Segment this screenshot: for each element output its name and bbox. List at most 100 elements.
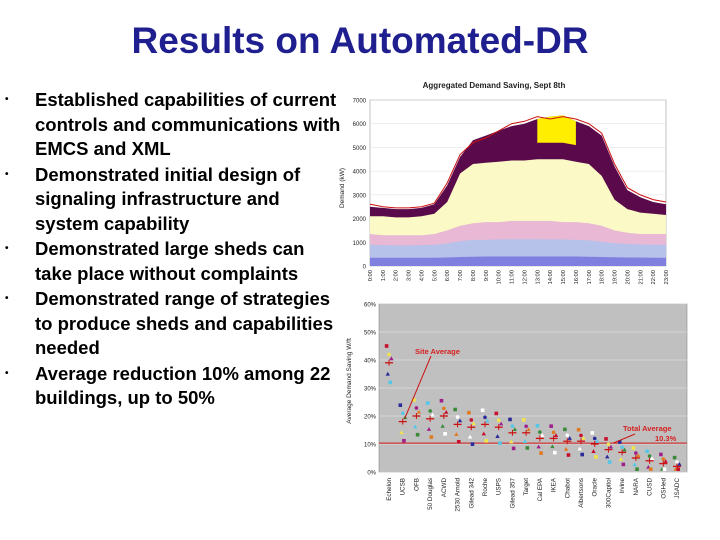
scatter-test-marker xyxy=(498,421,504,426)
scatter-test-marker xyxy=(467,410,471,415)
scatter-chart-plot xyxy=(378,303,688,473)
scatter-chart-annotations: Site Average Total Average 10.3% xyxy=(415,347,677,443)
scatter-test-marker xyxy=(429,435,434,439)
scatter-test-marker xyxy=(402,438,406,443)
scatter-test-marker xyxy=(509,439,514,444)
scatter-test-marker xyxy=(662,467,667,471)
area-x-tick-label: 0:00 xyxy=(368,270,374,281)
scatter-test-marker xyxy=(635,467,639,471)
scatter-test-marker xyxy=(661,457,666,461)
scatter-test-marker xyxy=(645,449,649,454)
scatter-test-marker xyxy=(648,467,653,471)
total-average-pointer xyxy=(612,433,636,444)
scatter-chart-ylabel: Average Demand Saving W/ft xyxy=(346,338,353,424)
scatter-x-tick-label: Target xyxy=(523,478,530,496)
scatter-test-marker xyxy=(607,460,612,464)
scatter-test-marker xyxy=(620,445,624,450)
scatter-x-tick-label: Roche xyxy=(482,478,489,497)
scatter-test-marker xyxy=(552,450,557,455)
scatter-test-marker xyxy=(540,433,545,437)
scatter-test-marker xyxy=(608,444,614,449)
scatter-test-marker xyxy=(631,446,636,450)
area-y-tick-label: 3000 xyxy=(353,193,367,199)
bullet-text: Demonstrated range of strategies to prod… xyxy=(35,288,334,358)
scatter-test-marker xyxy=(456,439,461,444)
scatter-x-tick-label: UCSB xyxy=(400,478,407,496)
scatter-x-tick-label: Irvine xyxy=(619,478,626,494)
bullet-text: Established capabilities of current cont… xyxy=(35,89,341,159)
scatter-x-tick-label: OSHed xyxy=(660,478,667,499)
scatter-test-marker xyxy=(649,456,655,461)
scatter-test-marker xyxy=(430,412,435,417)
scatter-test-marker xyxy=(592,436,597,441)
scatter-test-marker xyxy=(535,424,540,428)
area-x-tick-label: 1:00 xyxy=(381,270,387,281)
scatter-test-marker xyxy=(604,437,608,441)
scatter-test-marker xyxy=(550,444,555,449)
scatter-y-tick-label: 20% xyxy=(364,415,377,421)
area-y-tick-label: 4000 xyxy=(353,170,367,176)
scatter-test-marker xyxy=(576,427,581,432)
area-series-band-4 xyxy=(370,256,666,266)
bullet-item: • Established capabilities of current con… xyxy=(0,88,345,162)
scatter-test-marker xyxy=(632,462,637,467)
scatter-x-tick-label: IKEA xyxy=(551,477,558,492)
scatter-y-tick-label: 10% xyxy=(364,443,377,449)
scatter-test-marker xyxy=(549,424,553,428)
scatter-test-marker xyxy=(663,459,668,463)
scatter-x-tick-label: Cal EPA xyxy=(537,477,544,501)
scatter-test-marker xyxy=(511,446,516,451)
area-x-tick-label: 15:00 xyxy=(561,270,567,285)
site-average-annotation: Site Average xyxy=(415,347,460,356)
scatter-x-tick-label: Oracle xyxy=(592,478,599,497)
scatter-test-marker xyxy=(442,406,446,411)
scatter-test-marker xyxy=(621,462,626,467)
scatter-test-marker xyxy=(551,430,556,435)
scatter-test-marker xyxy=(471,421,476,426)
scatter-test-marker xyxy=(481,431,486,436)
area-y-tick-label: 2000 xyxy=(353,217,367,223)
area-x-tick-label: 12:00 xyxy=(522,270,528,285)
area-x-tick-label: 6:00 xyxy=(445,270,451,281)
demand-saving-area-chart: Aggregated Demand Saving, Sept 8th Deman… xyxy=(339,81,670,285)
area-chart-title: Aggregated Demand Saving, Sept 8th xyxy=(423,81,566,90)
scatter-y-tick-label: 30% xyxy=(364,387,377,393)
bullet-item: • Demonstrated large sheds can take place… xyxy=(0,237,345,286)
scatter-test-marker xyxy=(400,411,405,416)
bullet-dot-icon: • xyxy=(5,367,9,379)
scatter-test-marker xyxy=(455,415,460,419)
scatter-test-marker xyxy=(553,433,559,437)
area-baseline-line xyxy=(369,116,667,209)
scatter-test-marker xyxy=(388,380,392,385)
scatter-x-tick-label: NARA xyxy=(633,477,640,495)
area-x-tick-label: 4:00 xyxy=(419,270,425,281)
scatter-test-marker xyxy=(480,408,485,413)
scatter-test-marker xyxy=(581,436,586,440)
scatter-test-marker xyxy=(539,451,543,455)
scatter-x-tick-label: 300Capitol xyxy=(605,478,612,508)
area-x-tick-label: 18:00 xyxy=(600,270,606,285)
scatter-test-marker xyxy=(525,446,530,450)
scatter-test-marker xyxy=(659,452,663,457)
bullet-dot-icon: • xyxy=(5,94,9,105)
scatter-test-marker xyxy=(536,444,541,449)
scatter-test-marker xyxy=(647,454,652,458)
scatter-test-marker xyxy=(590,431,595,435)
scatter-y-tick-label: 60% xyxy=(364,303,377,309)
demand-saving-scatter-chart: Average Demand Saving W/ft 0% 10% 20% 30% 40… xyxy=(346,303,688,512)
scatter-test-marker xyxy=(389,356,394,361)
scatter-test-marker xyxy=(591,449,596,453)
scatter-test-marker xyxy=(484,439,488,443)
scatter-test-marker xyxy=(453,407,457,412)
bullet-text: Demonstrated initial design of signaling… xyxy=(35,163,301,234)
area-peak-highlight xyxy=(537,115,576,146)
scatter-test-marker xyxy=(415,432,420,437)
scatter-test-marker xyxy=(425,401,430,405)
site-average-pointer xyxy=(404,355,432,419)
scatter-test-marker xyxy=(617,440,622,444)
scatter-test-marker xyxy=(414,406,419,410)
scatter-test-marker xyxy=(510,424,515,428)
area-y-tick-label: 7000 xyxy=(353,99,367,105)
scatter-x-tick-label: Gilead 357 xyxy=(509,478,516,509)
area-y-tick-label: 0 xyxy=(363,265,367,271)
